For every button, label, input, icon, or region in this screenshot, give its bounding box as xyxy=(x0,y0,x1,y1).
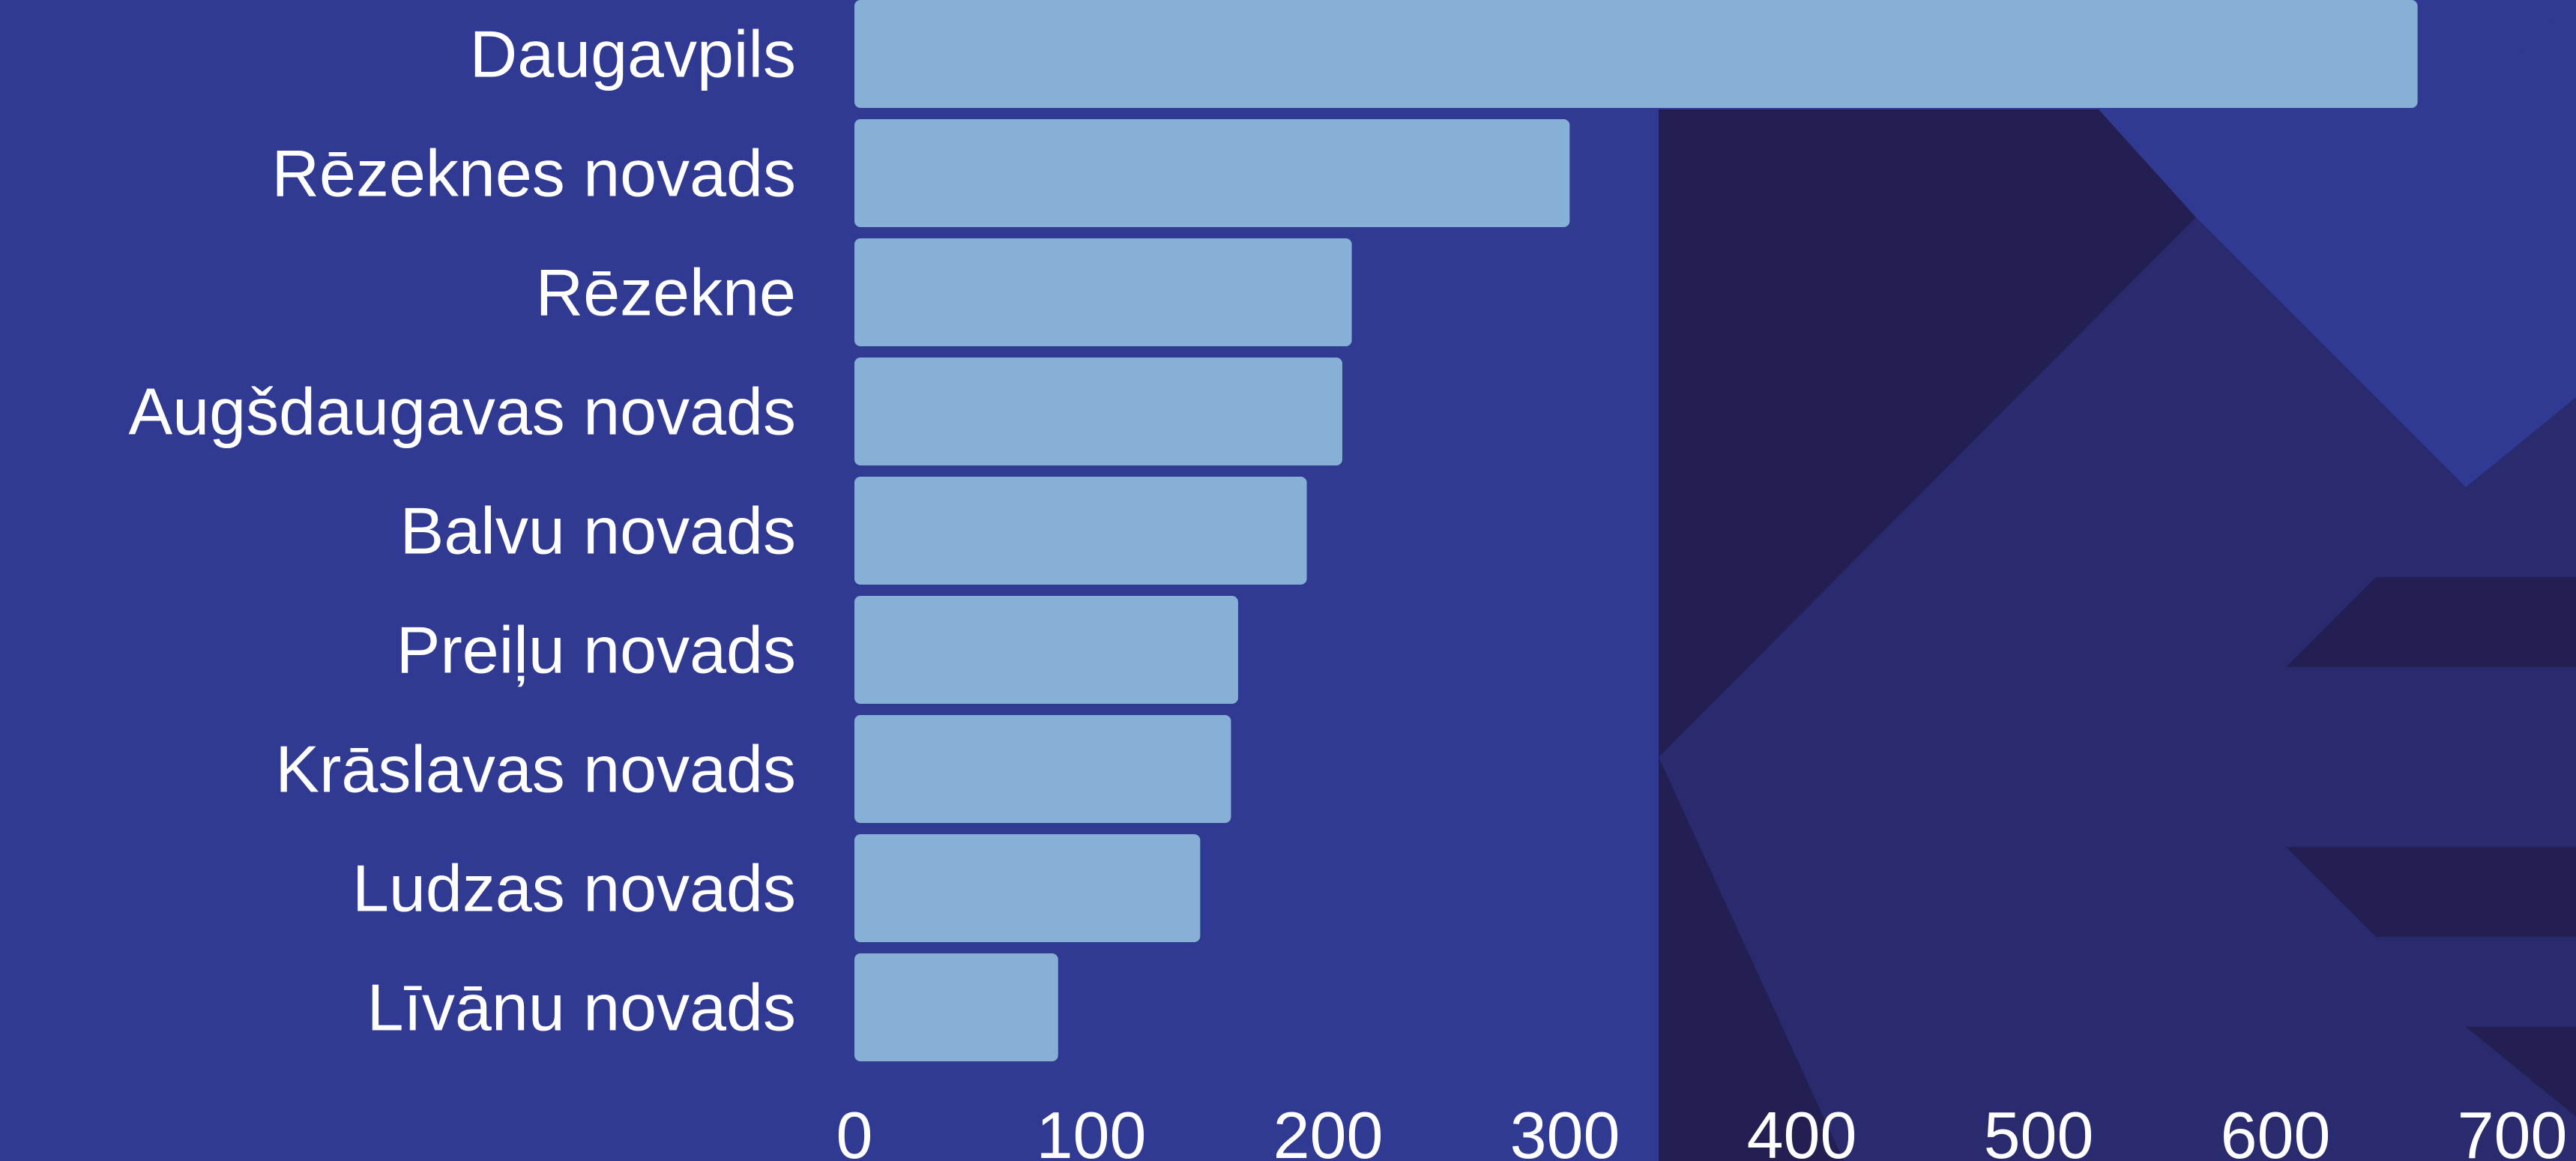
bg-stripe-dark-3 xyxy=(2466,1027,2576,1117)
bar xyxy=(854,238,1352,346)
x-tick-label: 300 xyxy=(1510,1098,1620,1161)
bar xyxy=(854,953,1058,1061)
bar xyxy=(854,119,1570,227)
bar xyxy=(854,596,1238,704)
bar xyxy=(854,715,1231,823)
category-label: Krāslavas novads xyxy=(275,732,796,806)
category-label: Augšdaugavas novads xyxy=(129,375,796,449)
bar xyxy=(854,358,1342,465)
bar xyxy=(854,834,1201,942)
x-axis-ticks: 0 100 200 300 400 500 600 700 xyxy=(836,1098,2568,1161)
category-label: Rēzekne xyxy=(536,256,796,330)
bar xyxy=(854,477,1307,585)
bar xyxy=(854,0,2418,108)
bars-group xyxy=(854,0,2418,1061)
category-label: Daugavpils xyxy=(470,17,796,91)
category-label: Rēzeknes novads xyxy=(271,136,796,211)
x-tick-label: 400 xyxy=(1747,1098,1857,1161)
category-label: Līvānu novads xyxy=(367,971,796,1045)
bg-arrow-light xyxy=(2099,0,2576,487)
category-label: Balvu novads xyxy=(400,494,796,568)
x-tick-label: 700 xyxy=(2458,1098,2568,1161)
category-label: Preiļu novads xyxy=(396,613,796,687)
x-tick-label: 600 xyxy=(2221,1098,2331,1161)
category-label: Ludzas novads xyxy=(352,851,796,926)
bg-corner-light xyxy=(2533,0,2576,45)
category-labels: Daugavpils Rēzeknes novads Rēzekne Augšdaug… xyxy=(129,17,796,1045)
x-tick-label: 100 xyxy=(1037,1098,1147,1161)
bg-shape-mid xyxy=(1659,217,2576,1161)
x-tick-label: 500 xyxy=(1984,1098,2094,1161)
x-tick-label: 200 xyxy=(1273,1098,1384,1161)
bg-stripe-dark-2 xyxy=(2286,757,2576,937)
bg-stripe-dark-1 xyxy=(2286,577,2576,667)
x-tick-label: 0 xyxy=(836,1098,873,1161)
